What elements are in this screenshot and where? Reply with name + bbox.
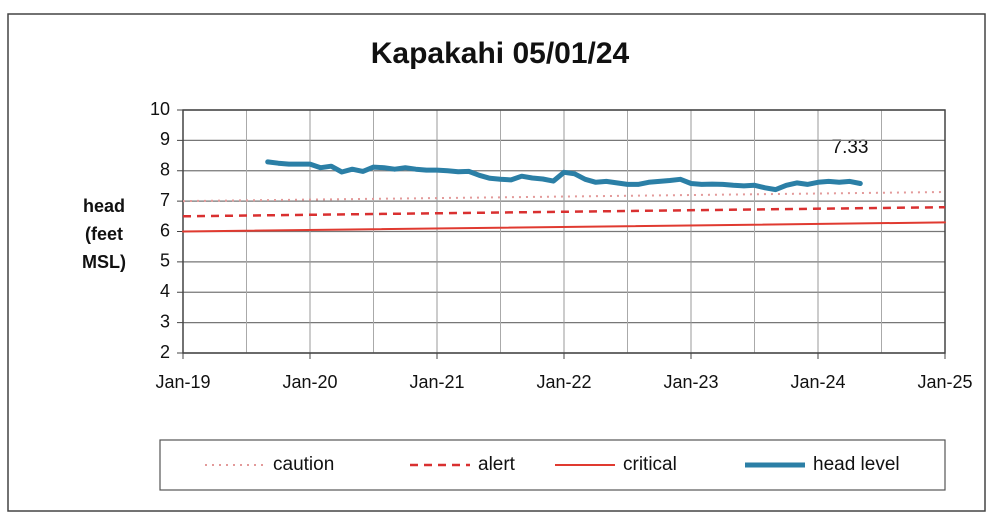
legend-label: head level (813, 454, 900, 475)
x-tick-label: Jan-24 (790, 372, 845, 392)
legend-box (159, 439, 946, 491)
legend-label: caution (273, 454, 334, 475)
x-tick-label: Jan-23 (663, 372, 718, 392)
y-tick-label: 4 (160, 281, 170, 301)
line-alert (182, 205, 946, 218)
y-axis-label: MSL) (82, 252, 126, 272)
y-tick-label: 5 (160, 251, 170, 271)
line-critical (182, 221, 946, 233)
legend-label: alert (478, 454, 516, 475)
x-tick-label: Jan-20 (282, 372, 337, 392)
line-caution (182, 191, 946, 203)
y-tick-label: 2 (160, 342, 170, 362)
y-tick-label: 6 (160, 220, 170, 240)
y-tick-label: 9 (160, 129, 170, 149)
annotation: 7.33 (832, 137, 869, 158)
y-axis-label: head (83, 196, 125, 216)
chart-frame (7, 13, 986, 512)
y-axis-label: (feet (85, 224, 123, 244)
x-tick-label: Jan-21 (409, 372, 464, 392)
y-tick-label: 3 (160, 311, 170, 331)
x-tick-label: Jan-25 (917, 372, 972, 392)
y-tick-label: 8 (160, 160, 170, 180)
y-tick-label: 10 (150, 99, 170, 119)
x-tick-label: Jan-19 (155, 372, 210, 392)
line-head-level (265, 159, 863, 193)
legend-label: critical (623, 454, 677, 475)
chart-title: Kapakahi 05/01/24 (371, 37, 630, 70)
y-tick-label: 7 (160, 190, 170, 210)
x-tick-label: Jan-22 (536, 372, 591, 392)
